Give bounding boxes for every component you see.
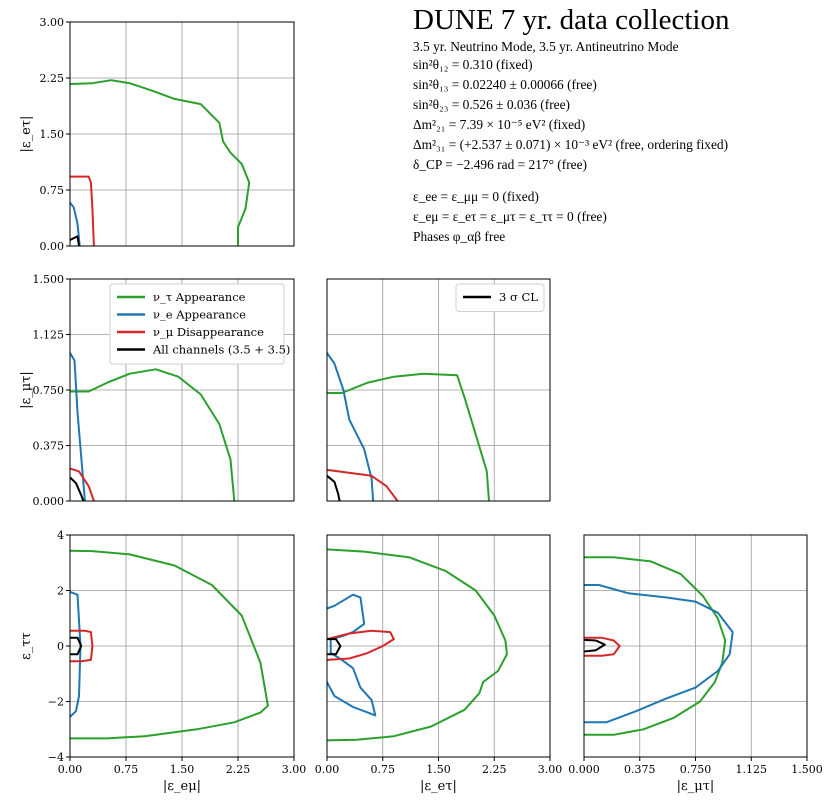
param-eps-offdiag: ε_eμ = ε_eτ = ε_μτ = ε_ττ = 0 (free) <box>413 209 607 224</box>
x-tick-label: 3.00 <box>282 763 307 776</box>
param-phases: Phases φ_αβ free <box>413 229 506 244</box>
y-tick-label: 0 <box>57 640 64 653</box>
y-axis-label: |ε_μτ| <box>19 371 34 409</box>
contour-all-channels <box>327 638 342 656</box>
contour-all-channels <box>327 474 341 501</box>
y-tick-label: −4 <box>48 751 64 764</box>
contour-nu-mu <box>70 175 95 246</box>
y-tick-label: 2.25 <box>40 72 65 85</box>
x-tick-label: 2.25 <box>482 763 507 776</box>
x-axis-label: |ε_μτ| <box>677 779 715 794</box>
series-group <box>327 548 508 742</box>
legend-label: 3 σ CL <box>499 290 538 304</box>
legend-box <box>109 283 285 365</box>
y-tick-label: 0.00 <box>40 240 65 253</box>
contour-nu-mu <box>70 467 95 501</box>
panel-eet_vs_eemu: 0.00 0.75 1.50 2.25 3.00 |ε_eτ| <box>19 16 295 253</box>
param-delta-cp: δ_CP = −2.496 rad = 217° (free) <box>413 157 588 172</box>
panel-emt_vs_eet: 3 σ CL <box>326 278 551 502</box>
panel-emt_vs_eemu: 0.000 0.375 0.750 1.125 1.500 |ε_μτ| ν_τ Appea… <box>19 273 295 508</box>
param-sin2-theta23: sin²θ₂₃ = 0.526 ± 0.036 (free) <box>413 97 571 112</box>
param-sin2-theta12: sin²θ₁₂ = 0.310 (fixed) <box>413 57 533 72</box>
info-panel: DUNE 7 yr. data collection 3.5 yr. Neutr… <box>413 6 823 247</box>
param-dm31: Δm²₃₁ = (+2.537 ± 0.071) × 10⁻³ eV² (fre… <box>413 137 729 152</box>
contour-all-channels <box>70 476 85 501</box>
contour-all-channels <box>70 636 83 656</box>
y-tick-label: 4 <box>57 529 64 542</box>
contour-nu-mu <box>584 636 621 657</box>
x-axis-label: |ε_eτ| <box>420 779 457 794</box>
contour-nu-tau <box>327 548 508 742</box>
contour-nu-e <box>584 584 734 724</box>
legend-label: All channels (3.5 + 3.5) <box>152 343 290 357</box>
x-tick-label: 0.75 <box>114 763 139 776</box>
figure-title: DUNE 7 yr. data collection <box>413 4 730 36</box>
x-axis-label: |ε_eμ| <box>163 779 201 794</box>
y-tick-label: 0.75 <box>40 184 65 197</box>
contour-nu-tau <box>70 368 236 501</box>
contour-nu-tau <box>327 372 490 501</box>
contour-all-channels <box>584 638 606 653</box>
param-dm21: Δm²₂₁ = 7.39 × 10⁻⁵ eV² (fixed) <box>413 117 586 132</box>
legend-label: ν_μ Disappearance <box>153 325 264 339</box>
panel-ett_vs_emt: 0.000 0.375 0.750 1.125 1.500 |ε_μτ| <box>568 534 823 794</box>
series-group <box>70 352 236 501</box>
panel-ett_vs_eet: 0.00 0.75 1.50 2.25 3.00 |ε_eτ| <box>315 534 563 794</box>
x-tick-label: 3.00 <box>538 763 563 776</box>
legend: 3 σ CL <box>455 283 545 312</box>
y-tick-label: 1.125 <box>33 329 65 342</box>
y-tick-label: 1.50 <box>40 128 65 141</box>
y-tick-label: 0.000 <box>33 495 65 508</box>
y-tick-label: −2 <box>48 696 64 709</box>
y-tick-label: 3.00 <box>40 16 65 29</box>
legend: ν_τ Appearance ν_e Appearance ν_μ Disappea… <box>109 283 290 365</box>
y-tick-label: 0.375 <box>33 440 65 453</box>
contour-all-channels <box>70 235 80 246</box>
legend-box <box>455 283 545 312</box>
param-eps-diagonal: ε_ee = ε_μμ = 0 (fixed) <box>413 189 539 204</box>
info-subtitle: 3.5 yr. Neutrino Mode, 3.5 yr. Antineutr… <box>413 39 679 54</box>
x-tick-label: 0.00 <box>58 763 83 776</box>
x-tick-label: 1.50 <box>170 763 195 776</box>
legend-label: ν_τ Appearance <box>153 290 246 304</box>
x-tick-label: 0.375 <box>624 763 656 776</box>
series-group <box>70 79 251 246</box>
x-tick-label: 0.000 <box>568 763 600 776</box>
contour-nu-mu <box>327 468 399 501</box>
contour-nu-e <box>70 590 82 718</box>
contour-nu-e <box>327 352 375 501</box>
contour-nu-tau <box>70 549 269 740</box>
param-sin2-theta13: sin²θ₁₃ = 0.02240 ± 0.00066 (free) <box>413 77 597 92</box>
y-tick-label: 0.750 <box>33 384 65 397</box>
contour-nu-mu <box>327 629 395 661</box>
y-tick-label: 2 <box>57 585 64 598</box>
x-tick-label: 2.25 <box>226 763 251 776</box>
series-group <box>327 352 490 501</box>
x-tick-label: 1.125 <box>736 763 768 776</box>
contour-nu-mu <box>70 629 94 663</box>
axes-frame <box>326 278 551 502</box>
x-tick-label: 0.750 <box>680 763 712 776</box>
contour-nu-e <box>70 352 86 501</box>
contour-nu-tau <box>584 556 727 736</box>
y-axis-label: |ε_eτ| <box>19 116 34 153</box>
legend-label: ν_e Appearance <box>153 308 246 322</box>
x-tick-label: 0.00 <box>315 763 340 776</box>
y-tick-label: 1.500 <box>33 273 65 286</box>
contour-nu-e <box>70 201 81 246</box>
x-tick-label: 0.75 <box>371 763 396 776</box>
contour-nu-tau <box>70 79 251 246</box>
series-group <box>70 549 269 740</box>
x-tick-label: 1.500 <box>791 763 823 776</box>
panel-ett_vs_eemu: −4 −2 0 2 4 0.00 0.75 1.50 2.25 3.00 ε_ττ |ε_eμ| <box>19 529 306 794</box>
contour-nu-e <box>327 593 377 717</box>
y-axis-label: ε_ττ <box>19 632 34 660</box>
x-tick-label: 1.50 <box>426 763 451 776</box>
series-group <box>584 556 734 736</box>
